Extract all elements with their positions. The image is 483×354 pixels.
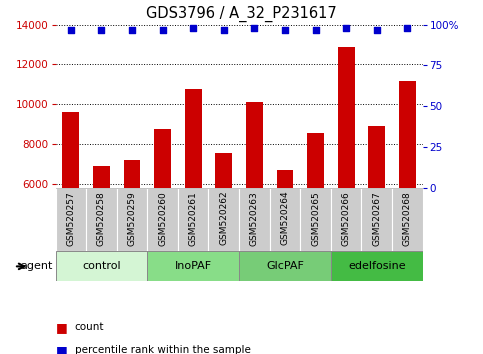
Bar [147, 251, 239, 281]
Bar [93, 166, 110, 188]
Text: GDS3796 / A_32_P231617: GDS3796 / A_32_P231617 [146, 5, 337, 22]
Point [312, 27, 319, 33]
Text: GSM520268: GSM520268 [403, 191, 412, 246]
Bar [277, 170, 293, 188]
Bar [56, 251, 147, 281]
Text: percentile rank within the sample: percentile rank within the sample [75, 346, 251, 354]
Point [281, 27, 289, 33]
Point [98, 27, 105, 33]
Text: GSM520263: GSM520263 [250, 191, 259, 246]
Text: GSM520266: GSM520266 [341, 191, 351, 246]
Bar [215, 153, 232, 188]
Bar [124, 160, 141, 188]
Text: GSM520264: GSM520264 [281, 191, 289, 245]
Text: InoPAF: InoPAF [175, 261, 212, 272]
Bar [300, 188, 331, 251]
Point [128, 27, 136, 33]
Bar [338, 47, 355, 188]
Point [403, 25, 411, 31]
Text: control: control [82, 261, 121, 272]
Bar [246, 102, 263, 188]
Text: edelfosine: edelfosine [348, 261, 406, 272]
Bar [270, 188, 300, 251]
Bar [369, 126, 385, 188]
Bar [392, 188, 423, 251]
Text: GSM520257: GSM520257 [66, 191, 75, 246]
Text: GSM520262: GSM520262 [219, 191, 228, 245]
Bar [331, 188, 361, 251]
Bar [307, 133, 324, 188]
Bar [56, 188, 86, 251]
Text: ■: ■ [56, 321, 67, 334]
Text: GSM520265: GSM520265 [311, 191, 320, 246]
Text: agent: agent [21, 261, 53, 272]
Bar [147, 188, 178, 251]
Bar [62, 112, 79, 188]
Bar [239, 251, 331, 281]
Point [220, 27, 227, 33]
Bar [239, 188, 270, 251]
Bar [86, 188, 117, 251]
Point [189, 25, 197, 31]
Bar [399, 81, 416, 188]
Text: ■: ■ [56, 344, 67, 354]
Text: count: count [75, 322, 104, 332]
Point [342, 25, 350, 31]
Bar [185, 89, 201, 188]
Text: GSM520259: GSM520259 [128, 191, 137, 246]
Point [67, 27, 75, 33]
Bar [361, 188, 392, 251]
Bar [117, 188, 147, 251]
Text: GSM520261: GSM520261 [189, 191, 198, 246]
Bar [154, 129, 171, 188]
Bar [178, 188, 209, 251]
Bar [209, 188, 239, 251]
Point [159, 27, 167, 33]
Text: GlcPAF: GlcPAF [266, 261, 304, 272]
Bar [331, 251, 423, 281]
Text: GSM520267: GSM520267 [372, 191, 381, 246]
Point [251, 25, 258, 31]
Text: GSM520258: GSM520258 [97, 191, 106, 246]
Point [373, 27, 381, 33]
Text: GSM520260: GSM520260 [158, 191, 167, 246]
